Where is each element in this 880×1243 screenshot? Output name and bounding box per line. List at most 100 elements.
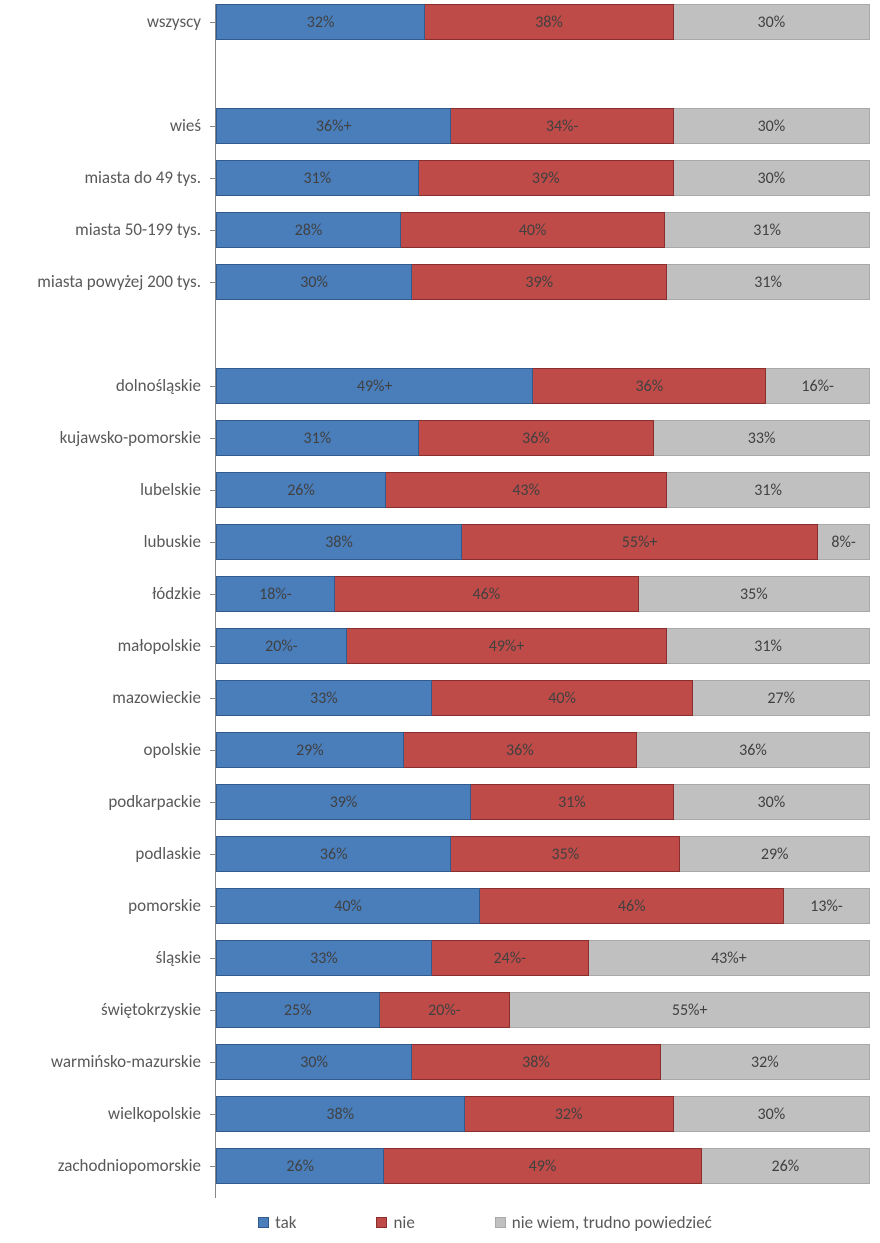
axis-tick bbox=[210, 126, 216, 127]
bar-segment-tak: 30% bbox=[216, 264, 412, 300]
bar-value-label: 28% bbox=[295, 221, 323, 240]
bar-segment-nie: 49% bbox=[384, 1148, 701, 1184]
legend-label: nie wiem, trudno powiedzieć bbox=[512, 1212, 712, 1233]
bar-value-label: 46% bbox=[618, 897, 646, 916]
legend: tak nie nie wiem, trudno powiedzieć bbox=[100, 1212, 870, 1233]
axis-tick bbox=[210, 750, 216, 751]
legend-item-nie: nie bbox=[376, 1212, 414, 1233]
chart-row: opolskie29%36%36% bbox=[216, 732, 870, 768]
bar-value-label: 29% bbox=[761, 845, 789, 864]
bar-value-label: 20%- bbox=[265, 637, 298, 656]
bar-value-label: 35% bbox=[552, 845, 580, 864]
bar-value-label: 36% bbox=[522, 429, 550, 448]
chart-row: lubelskie26%43%31% bbox=[216, 472, 870, 508]
row-label: wielkopolskie bbox=[1, 1105, 207, 1124]
bar-segment-nw: 35% bbox=[639, 576, 870, 612]
bar-value-label: 13%- bbox=[810, 897, 843, 916]
bar-segment-nw: 36% bbox=[637, 732, 870, 768]
bar-value-label: 33% bbox=[310, 949, 338, 968]
row-label: dolnośląskie bbox=[1, 377, 207, 396]
bar-value-label: 33% bbox=[748, 429, 776, 448]
legend-label: nie bbox=[393, 1212, 414, 1233]
bar-segment-nie: 36% bbox=[419, 420, 654, 456]
row-label: mazowieckie bbox=[1, 689, 207, 708]
bar-value-label: 43%+ bbox=[711, 949, 747, 968]
chart-row: zachodniopomorskie26%49%26% bbox=[216, 1148, 870, 1184]
bar-segment-nw: 30% bbox=[674, 1096, 870, 1132]
bar-segment-tak: 33% bbox=[216, 680, 432, 716]
bar-value-label: 36% bbox=[739, 741, 767, 760]
bar-segment-tak: 49%+ bbox=[216, 368, 533, 404]
bar-value-label: 40% bbox=[334, 897, 362, 916]
bar-segment-nie: 32% bbox=[465, 1096, 674, 1132]
row-label: miasta do 49 tys. bbox=[1, 169, 207, 188]
bar-value-label: 26% bbox=[287, 481, 315, 500]
bar-value-label: 40% bbox=[548, 689, 576, 708]
row-label: miasta powyżej 200 tys. bbox=[1, 273, 207, 292]
chart-row: miasta 50-199 tys.28%40%31% bbox=[216, 212, 870, 248]
bar-segment-nw: 27% bbox=[693, 680, 870, 716]
legend-item-nw: nie wiem, trudno powiedzieć bbox=[495, 1212, 712, 1233]
chart-row: miasta powyżej 200 tys.30%39%31% bbox=[216, 264, 870, 300]
bar-segment-tak: 31% bbox=[216, 160, 419, 196]
bar-segment-nie: 35% bbox=[451, 836, 680, 872]
bar-value-label: 49% bbox=[529, 1157, 557, 1176]
bar-segment-nie: 43% bbox=[386, 472, 667, 508]
bar-segment-nw: 33% bbox=[654, 420, 870, 456]
chart-row: wszyscy32%38%30% bbox=[216, 4, 870, 40]
bar-segment-tak: 40% bbox=[216, 888, 480, 924]
row-label: lubelskie bbox=[1, 481, 207, 500]
bar-value-label: 16%- bbox=[801, 377, 834, 396]
bar-value-label: 31% bbox=[753, 221, 781, 240]
bar-segment-nw: 55%+ bbox=[510, 992, 870, 1028]
legend-item-tak: tak bbox=[258, 1212, 296, 1233]
bar-segment-nw: 30% bbox=[674, 4, 870, 40]
bar-segment-tak: 29% bbox=[216, 732, 404, 768]
bar-value-label: 36% bbox=[636, 377, 664, 396]
row-label: wieś bbox=[1, 117, 207, 136]
bar-segment-nie: 40% bbox=[432, 680, 694, 716]
row-label: warmińsko-mazurskie bbox=[1, 1053, 207, 1072]
row-label: wszyscy bbox=[1, 13, 207, 32]
bar-segment-tak: 25% bbox=[216, 992, 380, 1028]
bar-value-label: 30% bbox=[758, 117, 786, 136]
bar-value-label: 31% bbox=[754, 273, 782, 292]
bar-segment-nw: 30% bbox=[674, 160, 870, 196]
bar-segment-nie: 40% bbox=[401, 212, 665, 248]
bar-segment-nie: 34%- bbox=[451, 108, 673, 144]
legend-label: tak bbox=[275, 1212, 296, 1233]
bar-segment-nie: 39% bbox=[419, 160, 674, 196]
row-label: śląskie bbox=[1, 949, 207, 968]
chart-row: miasta do 49 tys.31%39%30% bbox=[216, 160, 870, 196]
bar-value-label: 25% bbox=[284, 1001, 312, 1020]
bar-value-label: 49%+ bbox=[357, 377, 393, 396]
row-label: pomorskie bbox=[1, 897, 207, 916]
chart-row: wieś36%+34%-30% bbox=[216, 108, 870, 144]
axis-tick bbox=[210, 802, 216, 803]
bar-value-label: 36% bbox=[506, 741, 534, 760]
bar-segment-nw: 31% bbox=[667, 472, 870, 508]
bar-value-label: 31% bbox=[754, 481, 782, 500]
bar-segment-tak: 33% bbox=[216, 940, 432, 976]
bar-segment-tak: 31% bbox=[216, 420, 419, 456]
legend-swatch-icon bbox=[258, 1217, 269, 1228]
bar-value-label: 36% bbox=[320, 845, 348, 864]
bar-segment-nie: 20%- bbox=[380, 992, 511, 1028]
axis-tick bbox=[210, 230, 216, 231]
bar-value-label: 38% bbox=[522, 1053, 550, 1072]
bar-value-label: 38% bbox=[325, 533, 353, 552]
bar-segment-nw: 16%- bbox=[766, 368, 870, 404]
bar-value-label: 40% bbox=[519, 221, 547, 240]
bar-segment-tak: 26% bbox=[216, 1148, 384, 1184]
axis-tick bbox=[210, 906, 216, 907]
axis-tick bbox=[210, 438, 216, 439]
bar-value-label: 30% bbox=[300, 1053, 328, 1072]
row-label: świętokrzyskie bbox=[1, 1001, 207, 1020]
bar-segment-tak: 39% bbox=[216, 784, 471, 820]
bar-segment-nw: 32% bbox=[661, 1044, 870, 1080]
axis-tick bbox=[210, 542, 216, 543]
stacked-bar-chart: wszyscy32%38%30%wieś36%+34%-30%miasta do… bbox=[0, 0, 880, 1243]
row-label: miasta 50-199 tys. bbox=[1, 221, 207, 240]
axis-tick bbox=[210, 178, 216, 179]
bar-segment-nie: 39% bbox=[412, 264, 667, 300]
